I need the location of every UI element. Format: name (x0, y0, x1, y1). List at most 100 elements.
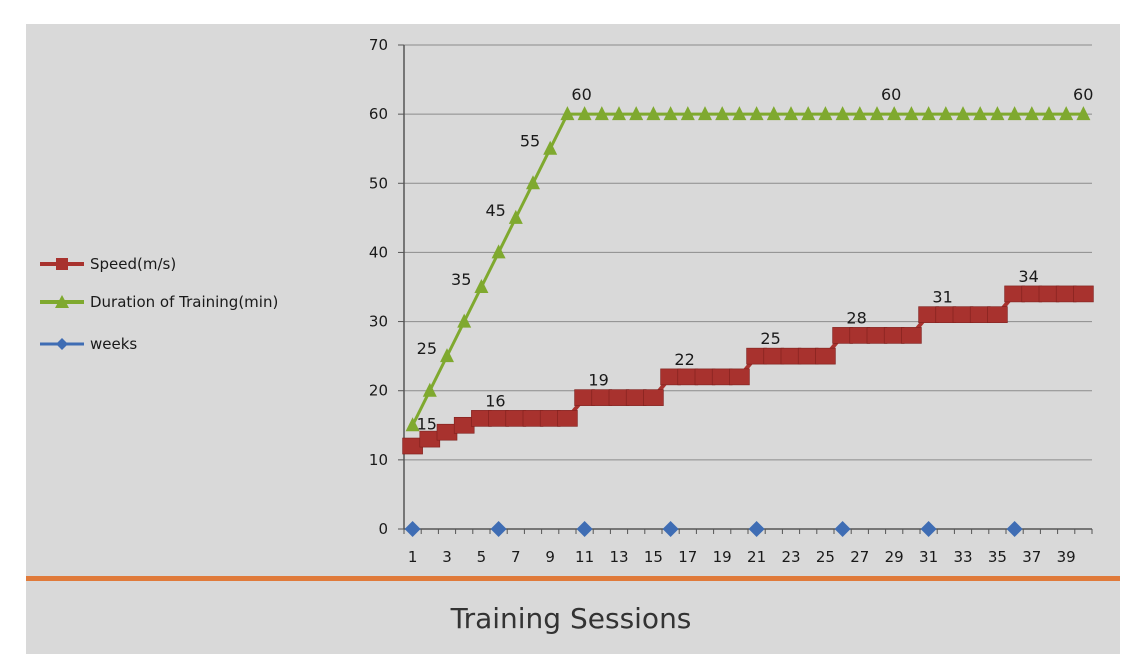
duration-point (1024, 106, 1039, 121)
y-tick-label: 60 (369, 105, 388, 123)
duration-point (852, 106, 867, 121)
speed-point (729, 368, 750, 386)
legend-label-duration: Duration of Training(min) (90, 293, 278, 311)
duration-point (904, 106, 919, 121)
duration-point (680, 106, 695, 121)
y-tick-label: 30 (369, 313, 388, 331)
y-tick-label: 50 (369, 174, 388, 192)
duration-point (594, 106, 609, 121)
duration-point (784, 106, 798, 121)
duration-point (1059, 106, 1074, 121)
axes (403, 45, 1092, 530)
duration-point (474, 279, 489, 293)
duration-point (698, 106, 712, 121)
duration-data-label: 60 (881, 85, 901, 104)
duration-point (938, 106, 953, 121)
duration-point (956, 106, 970, 121)
duration-point (526, 175, 540, 190)
y-tick-label: 70 (369, 36, 388, 54)
duration-point (818, 106, 833, 121)
weeks-point (920, 521, 937, 537)
weeks-point (748, 521, 765, 537)
duration-point (1076, 106, 1091, 121)
x-tick-label: 25 (816, 548, 835, 566)
x-tick-label: 11 (575, 548, 594, 566)
duration-point (973, 106, 988, 121)
duration-data-label: 60 (571, 85, 591, 104)
speed-data-label: 31 (932, 288, 952, 307)
x-tick-label: 17 (678, 548, 697, 566)
x-tick-label: 3 (442, 548, 452, 566)
x-tick-label: 5 (477, 548, 487, 566)
duration-point (508, 209, 523, 224)
speed-point (901, 327, 922, 344)
duration-data-label: 15 (417, 414, 437, 433)
duration-point (801, 106, 816, 121)
x-tick-label: 21 (747, 548, 766, 566)
x-tick-labels: 1 3 5 7 9 11 13 15 17 19 21 23 25 27 29 31 33 35 37 39 (408, 548, 1076, 566)
x-tick-label: 13 (609, 548, 628, 566)
x-tick-label: 7 (511, 548, 521, 566)
weeks-point (834, 521, 851, 537)
duration-point (990, 106, 1005, 121)
duration-point (543, 140, 558, 155)
y-tick-label: 40 (369, 243, 388, 261)
duration-point (1042, 106, 1056, 121)
duration-point (612, 106, 626, 121)
x-tick-label: 23 (781, 548, 800, 566)
speed-point (643, 389, 664, 406)
weeks-point (662, 521, 679, 537)
weeks-point (576, 521, 593, 537)
duration-series-line (411, 112, 1084, 426)
speed-point (815, 347, 836, 365)
duration-point (887, 106, 902, 121)
duration-point (577, 106, 592, 121)
x-tick-label: 37 (1022, 548, 1041, 566)
duration-point (715, 106, 730, 121)
speed-point (987, 306, 1008, 323)
legend-triangle-marker-icon (55, 295, 69, 308)
weeks-point (490, 521, 507, 537)
speed-data-label: 22 (674, 350, 694, 369)
weeks-point (1006, 521, 1023, 537)
legend-diamond-marker-icon (56, 338, 68, 350)
legend-label-speed: Speed(m/s) (90, 255, 176, 273)
y-tick-label: 10 (369, 451, 388, 469)
duration-point (560, 106, 575, 121)
duration-point (749, 106, 764, 121)
duration-point (405, 417, 420, 432)
speed-data-label: 28 (846, 308, 866, 327)
duration-point (921, 106, 936, 121)
duration-point (440, 348, 454, 363)
duration-point (646, 106, 661, 121)
x-axis-title: Training Sessions (450, 602, 692, 635)
y-tick-label: 20 (369, 382, 388, 400)
duration-point (835, 106, 850, 121)
duration-point (732, 106, 747, 121)
x-tick-label: 1 (408, 548, 418, 566)
x-tick-label: 33 (953, 548, 972, 566)
y-tick-label: 0 (378, 520, 388, 538)
speed-data-label: 25 (760, 329, 780, 348)
duration-point (422, 382, 437, 397)
data-labels: 16 19 22 25 28 31 34 15 25 35 45 55 60 60 60 (417, 85, 1094, 433)
x-tick-label: 39 (1057, 548, 1076, 566)
speed-point (557, 410, 578, 427)
divider-line (26, 576, 1120, 581)
duration-point (457, 313, 472, 328)
legend-square-marker-icon (56, 258, 68, 270)
speed-data-label: 34 (1018, 267, 1038, 286)
weeks-point (404, 521, 421, 537)
legend: Speed(m/s) Duration of Training(min) wee… (40, 255, 278, 353)
chart-background (26, 24, 1120, 654)
x-tick-label: 29 (885, 548, 904, 566)
speed-data-label: 16 (485, 391, 505, 410)
x-tick-label: 15 (644, 548, 663, 566)
duration-point (629, 106, 644, 121)
duration-data-label: 55 (520, 132, 540, 151)
duration-point (766, 106, 781, 121)
duration-data-label: 60 (1073, 85, 1093, 104)
x-tick-label: 35 (988, 548, 1007, 566)
x-tick-label: 19 (713, 548, 732, 566)
